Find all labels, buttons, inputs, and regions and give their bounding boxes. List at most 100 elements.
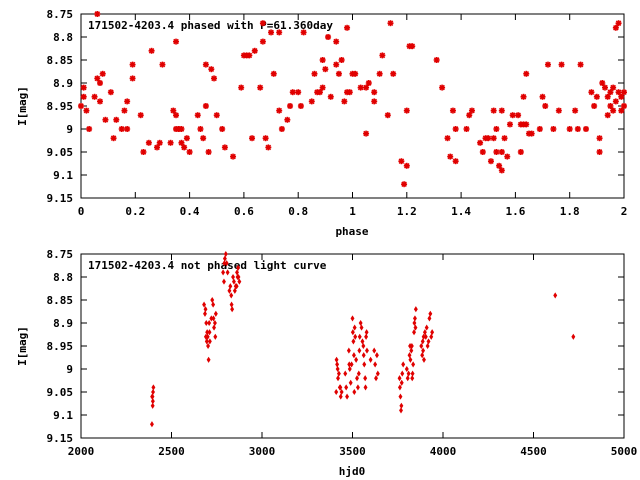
phased-data-point — [379, 52, 386, 59]
phased-data-point — [520, 93, 527, 100]
phased-data-point — [265, 144, 272, 151]
unphased-data-point — [353, 333, 358, 340]
phased-data-point — [154, 144, 161, 151]
unphased-data-point — [349, 361, 354, 368]
phased-data-point — [341, 98, 348, 105]
phased-data-point — [333, 61, 340, 68]
unphased-data-point — [206, 356, 211, 363]
phased-data-point — [319, 84, 326, 91]
phased-data-point — [490, 107, 497, 114]
unphased-data-point — [375, 370, 380, 377]
unphased-y-tick-label: 8.85 — [47, 294, 74, 307]
phased-y-axis-label: I[mag] — [16, 86, 29, 126]
phased-data-point — [186, 149, 193, 155]
phased-data-point — [205, 149, 212, 155]
phased-data-point — [170, 107, 177, 114]
phased-data-point — [452, 158, 459, 165]
unphased-data-point — [419, 342, 424, 350]
unphased-chart-title: 171502-4203.4 not phased light curve — [88, 259, 327, 272]
phased-data-point — [129, 61, 136, 68]
unphased-data-point — [363, 384, 368, 391]
unphased-data-point — [407, 352, 412, 359]
phased-x-tick-label: 0 — [78, 205, 85, 218]
phased-data-point — [140, 149, 147, 155]
unphased-data-point — [409, 347, 414, 354]
phased-x-axis-label: phase — [335, 225, 368, 238]
phased-data-point — [80, 93, 87, 100]
unphased-data-point — [421, 347, 426, 354]
phased-data-point — [219, 126, 226, 132]
phased-x-tick-label: 1 — [349, 205, 356, 218]
phased-data-point — [523, 121, 530, 128]
phased-data-point — [148, 47, 155, 54]
phased-x-tick-label: 0.4 — [180, 205, 200, 218]
unphased-data-point — [373, 361, 378, 368]
phased-data-point — [604, 112, 611, 119]
unphased-data-point — [350, 329, 355, 336]
unphased-data-point — [571, 333, 576, 340]
phased-data-point — [129, 75, 136, 82]
phased-data-point — [102, 116, 109, 123]
unphased-data-point — [553, 292, 558, 299]
unphased-data-point — [212, 324, 216, 331]
unphased-data-point — [231, 273, 235, 281]
unphased-data-point — [350, 315, 355, 322]
unphased-data-point — [398, 393, 403, 400]
phased-data-point — [498, 149, 505, 155]
unphased-x-tick-label: 5000 — [611, 445, 638, 458]
phased-data-points — [78, 11, 627, 188]
phased-data-point — [178, 126, 185, 132]
unphased-data-point — [227, 287, 232, 294]
phased-data-point — [615, 89, 622, 96]
unphased-data-point — [352, 324, 357, 331]
phased-data-point — [259, 38, 266, 45]
phased-data-point — [352, 70, 359, 77]
phased-panel: 171502-4203.4 phased with P=61.360day ph… — [16, 8, 627, 238]
phased-data-point — [297, 103, 304, 109]
unphased-data-point — [412, 315, 417, 322]
phased-data-point — [308, 98, 315, 105]
phased-data-point — [268, 29, 275, 36]
unphased-data-point — [424, 324, 429, 331]
phased-data-point — [363, 130, 370, 137]
phased-data-point — [528, 130, 535, 137]
phased-data-point — [97, 80, 104, 86]
unphased-data-point — [225, 269, 230, 276]
unphased-data-point — [151, 384, 156, 391]
phased-data-point — [558, 61, 565, 68]
phased-data-point — [610, 84, 617, 91]
unphased-data-point — [365, 347, 369, 354]
phased-data-point — [493, 149, 500, 155]
unphased-data-point — [223, 250, 228, 258]
phased-data-point — [173, 112, 180, 119]
phased-data-point — [493, 126, 500, 132]
phased-data-point — [183, 135, 190, 142]
phased-data-point — [208, 66, 215, 73]
unphased-data-point — [345, 393, 350, 400]
phased-data-point — [363, 84, 370, 91]
phased-data-point — [167, 139, 174, 146]
phased-data-point — [287, 103, 294, 109]
phased-data-point — [251, 47, 258, 54]
phased-data-point — [601, 84, 608, 91]
phased-data-point — [390, 70, 397, 77]
phased-data-point — [621, 103, 627, 109]
phased-data-point — [78, 103, 84, 109]
unphased-data-point — [357, 347, 362, 354]
phased-y-tick-label: 9 — [66, 123, 73, 136]
unphased-x-tick-label: 2500 — [158, 445, 185, 458]
phased-data-point — [555, 107, 562, 114]
phased-x-tick-label: 1.2 — [397, 205, 417, 218]
unphased-data-point — [429, 333, 434, 340]
phased-data-point — [596, 135, 603, 142]
phased-data-point — [300, 29, 307, 36]
unphased-data-point — [412, 329, 416, 336]
phased-y-tick-label: 9.05 — [47, 146, 74, 159]
unphased-data-point — [420, 352, 425, 359]
unphased-data-point — [336, 370, 341, 377]
unphased-data-point — [230, 306, 235, 313]
phased-data-point — [612, 24, 619, 31]
unphased-data-point — [426, 338, 431, 345]
phased-data-point — [487, 158, 494, 165]
phased-data-point — [479, 149, 486, 155]
